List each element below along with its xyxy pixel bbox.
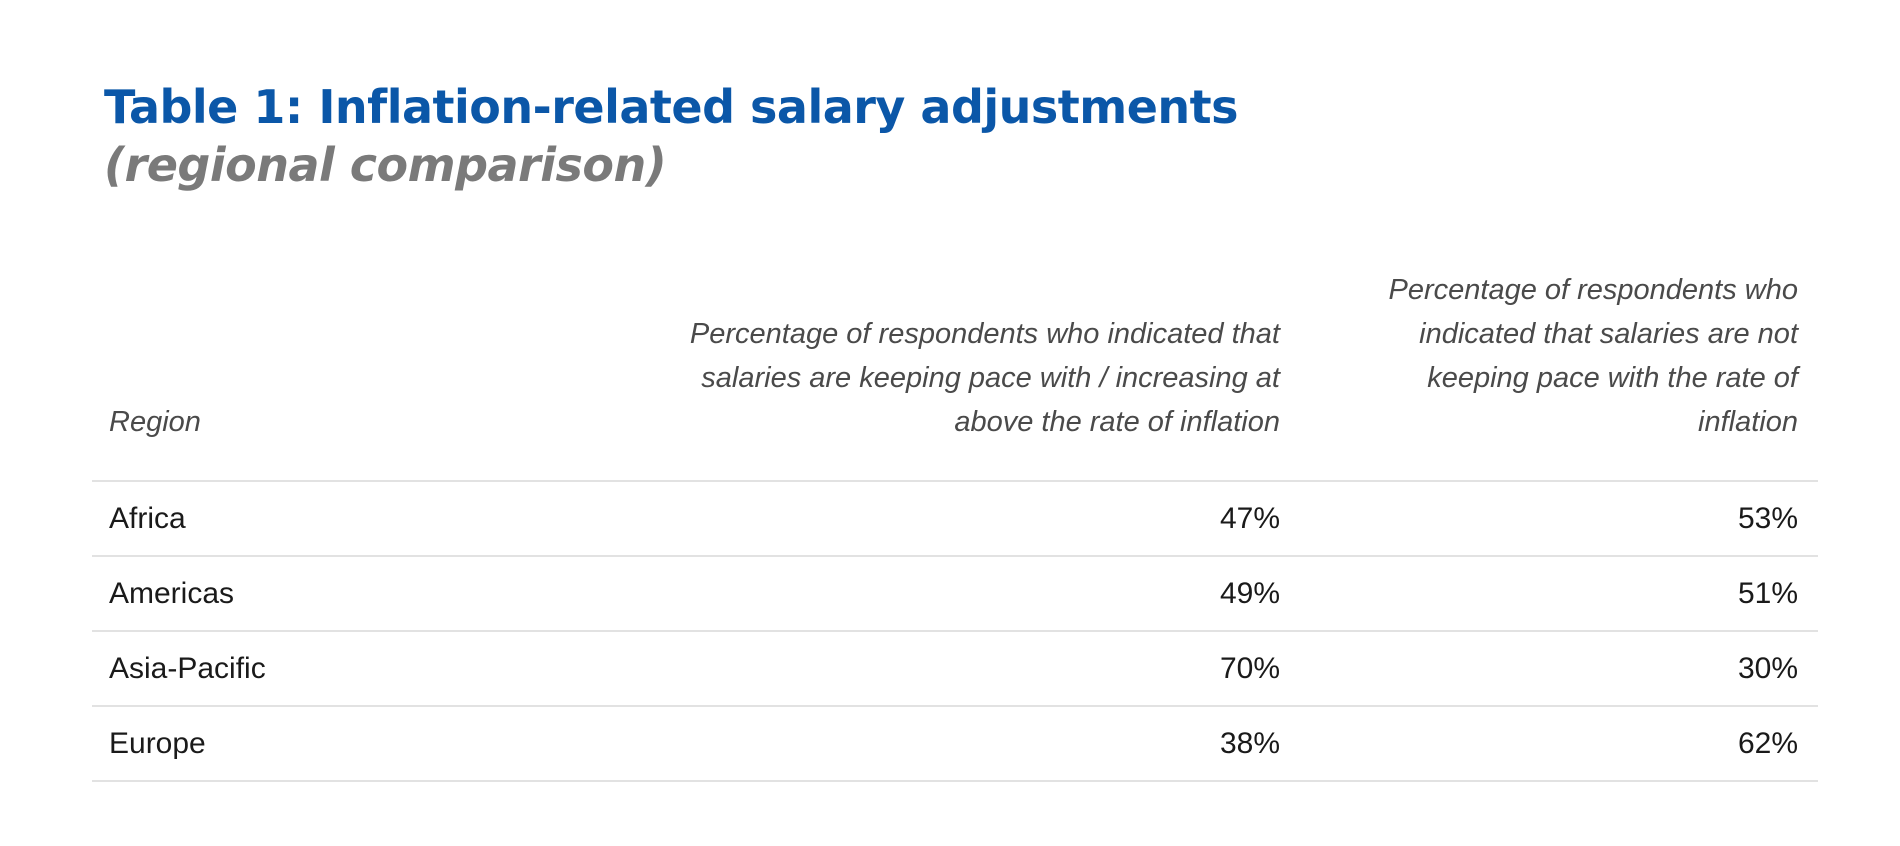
table-subtitle: (regional comparison) bbox=[104, 138, 667, 192]
table-row: Africa 47% 53% bbox=[92, 481, 1818, 557]
not-keeping-pace-cell: 51% bbox=[1300, 556, 1818, 632]
keeping-pace-cell: 70% bbox=[652, 631, 1300, 707]
table-row: Americas 49% 51% bbox=[92, 556, 1818, 632]
header-region: Region bbox=[92, 268, 652, 482]
table-title: Table 1: Inflation-related salary adjust… bbox=[104, 80, 1239, 134]
table-body: Africa 47% 53% Americas 49% 51% Asia-Pac… bbox=[92, 481, 1818, 782]
salary-adjustments-table: Region Percentage of respondents who ind… bbox=[92, 268, 1818, 782]
table-row: Asia-Pacific 70% 30% bbox=[92, 631, 1818, 707]
header-keeping-pace: Percentage of respondents who indicated … bbox=[652, 268, 1300, 482]
table-header: Region Percentage of respondents who ind… bbox=[92, 268, 1818, 482]
region-cell: Africa bbox=[92, 481, 652, 557]
keeping-pace-cell: 49% bbox=[652, 556, 1300, 632]
not-keeping-pace-cell: 62% bbox=[1300, 706, 1818, 782]
region-cell: Europe bbox=[92, 706, 652, 782]
title-block: Table 1: Inflation-related salary adjust… bbox=[104, 78, 1239, 194]
header-row: Region Percentage of respondents who ind… bbox=[92, 268, 1818, 482]
header-not-keeping-pace: Percentage of respondents who indicated … bbox=[1300, 268, 1818, 482]
region-cell: Americas bbox=[92, 556, 652, 632]
region-cell: Asia-Pacific bbox=[92, 631, 652, 707]
not-keeping-pace-cell: 53% bbox=[1300, 481, 1818, 557]
table-row: Europe 38% 62% bbox=[92, 706, 1818, 782]
not-keeping-pace-cell: 30% bbox=[1300, 631, 1818, 707]
keeping-pace-cell: 47% bbox=[652, 481, 1300, 557]
keeping-pace-cell: 38% bbox=[652, 706, 1300, 782]
